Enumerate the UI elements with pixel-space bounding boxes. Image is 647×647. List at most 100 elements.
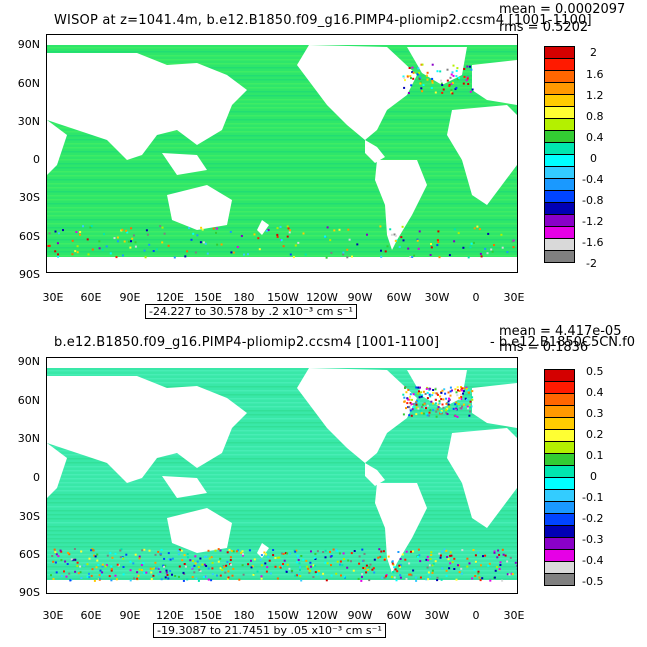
ocean-band — [47, 191, 517, 193]
field-speck — [76, 251, 79, 254]
field-speck — [439, 395, 442, 398]
field-speck — [241, 550, 244, 553]
field-speck — [366, 569, 369, 571]
field-speck — [214, 549, 217, 552]
field-speck — [110, 568, 113, 571]
field-speck — [460, 398, 463, 400]
field-speck — [471, 577, 474, 580]
field-speck — [426, 391, 429, 394]
field-speck — [288, 567, 291, 570]
field-speck — [65, 575, 68, 578]
field-speck — [314, 558, 317, 560]
field-speck — [138, 568, 141, 571]
field-speck — [267, 556, 270, 559]
field-speck — [159, 552, 162, 555]
field-speck — [394, 568, 397, 571]
field-speck — [439, 412, 442, 415]
field-speck — [449, 386, 452, 389]
field-speck — [427, 572, 430, 575]
field-speck — [208, 557, 211, 560]
field-speck — [440, 410, 443, 413]
field-speck — [79, 233, 81, 236]
ocean-band — [47, 67, 517, 69]
field-speck — [415, 579, 418, 582]
field-speck — [479, 252, 482, 255]
field-speck — [454, 403, 457, 406]
field-speck — [412, 569, 415, 572]
field-speck — [109, 252, 112, 255]
field-speck — [74, 558, 77, 561]
field-speck — [431, 569, 434, 572]
field-speck — [167, 552, 170, 555]
ocean-band — [47, 87, 517, 89]
field-speck — [104, 565, 107, 568]
field-speck — [405, 578, 408, 580]
field-speck — [111, 556, 114, 559]
field-speck — [286, 235, 289, 238]
field-speck — [330, 251, 333, 254]
field-speck — [446, 68, 449, 71]
field-speck — [295, 561, 298, 564]
field-speck — [197, 566, 200, 568]
field-speck — [79, 231, 82, 233]
field-speck — [426, 555, 429, 558]
field-speck — [419, 409, 422, 412]
field-speck — [441, 91, 444, 94]
field-speck — [432, 402, 435, 405]
field-speck — [339, 560, 342, 563]
field-speck — [196, 234, 199, 237]
lat-label: 90N — [17, 38, 40, 51]
field-speck — [285, 570, 288, 573]
field-speck — [426, 414, 429, 417]
field-speck — [80, 577, 83, 579]
ocean-band — [47, 486, 517, 488]
field-speck — [417, 247, 420, 250]
field-speck — [442, 88, 445, 91]
field-speck — [501, 246, 504, 249]
field-speck — [416, 555, 419, 558]
land-masks — [47, 35, 517, 272]
field-speck — [399, 574, 402, 577]
field-speck — [211, 573, 214, 576]
field-speck — [445, 411, 448, 414]
field-speck — [343, 558, 345, 560]
field-speck — [232, 251, 235, 254]
field-speck — [426, 397, 429, 400]
colorbar-swatch — [545, 239, 574, 251]
field-speck — [157, 573, 160, 576]
field-speck — [443, 388, 446, 391]
field-speck — [476, 225, 479, 228]
field-speck — [166, 574, 169, 576]
field-speck — [458, 398, 461, 401]
field-speck — [197, 579, 200, 582]
field-speck — [420, 395, 423, 398]
field-speck — [449, 76, 452, 79]
lat-label: 60S — [19, 548, 40, 561]
ocean-band — [47, 227, 517, 229]
field-speck — [477, 572, 480, 575]
field-speck — [347, 559, 350, 562]
ocean-band — [47, 215, 517, 217]
field-speck — [427, 578, 430, 581]
noise-specks — [47, 63, 515, 259]
field-speck — [202, 241, 205, 244]
ocean-band — [47, 498, 517, 500]
lat-label: 90S — [19, 586, 40, 599]
field-speck — [120, 548, 123, 551]
field-speck — [115, 578, 118, 581]
colorbar-swatch — [545, 251, 574, 262]
field-speck — [205, 575, 208, 578]
mean-value: mean = 4.417e-05 — [499, 324, 622, 339]
field-speck — [460, 386, 462, 388]
field-speck — [181, 559, 184, 562]
field-speck — [410, 84, 413, 87]
ocean-band — [47, 450, 517, 452]
colorbar-swatch — [545, 514, 574, 526]
field-speck — [134, 245, 137, 248]
field-speck — [161, 226, 164, 229]
field-speck — [421, 394, 424, 397]
field-speck — [358, 555, 361, 558]
field-speck — [287, 227, 290, 230]
colorbar-swatch — [545, 502, 574, 514]
field-speck — [60, 559, 63, 562]
